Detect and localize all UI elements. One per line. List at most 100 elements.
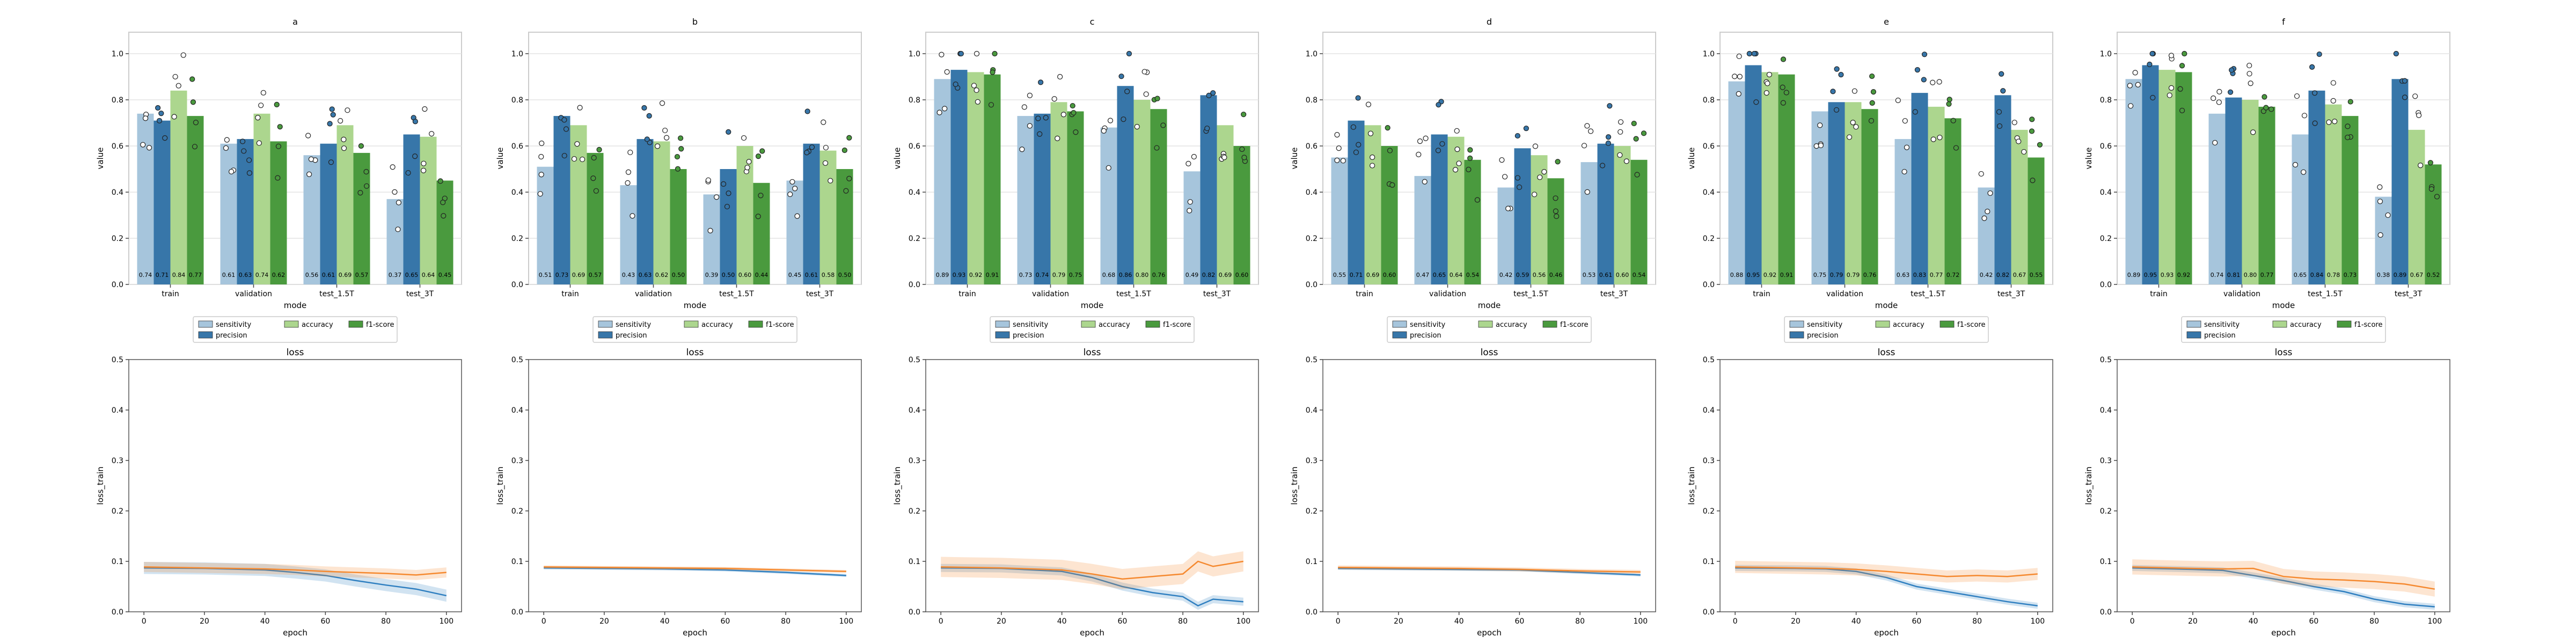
y-tick-label: 0.8 (2100, 96, 2112, 105)
y-tick-label: 0.0 (112, 608, 123, 617)
data-point (2127, 83, 2133, 89)
data-point (2135, 82, 2141, 88)
data-point (1753, 99, 1759, 105)
panel-title: b (692, 17, 698, 27)
legend-swatch (2337, 320, 2352, 328)
data-point (988, 102, 994, 108)
data-point (1070, 103, 1075, 109)
legend-swatch (1940, 320, 1955, 328)
bar (353, 152, 370, 284)
data-point (1736, 53, 1742, 60)
bar-value-label: 0.61 (322, 272, 335, 279)
panel-title: loss (686, 347, 704, 358)
x-tick-label: 20 (1394, 617, 1403, 626)
bar-value-label: 0.39 (705, 272, 719, 279)
y-tick-label: 0.8 (1306, 96, 1318, 105)
bar (2308, 90, 2325, 285)
data-point (2212, 140, 2218, 146)
y-tick-label: 0.4 (1703, 406, 1715, 415)
x-tick-label: 60 (1117, 617, 1127, 626)
y-tick-label: 0.2 (1306, 507, 1318, 516)
panel-title: a (292, 17, 298, 27)
x-axis-label: epoch (683, 628, 707, 638)
bar-value-label: 0.50 (672, 272, 685, 279)
data-point (953, 81, 958, 87)
bar-value-label: 0.38 (2377, 272, 2390, 279)
bar-value-label: 0.74 (255, 272, 269, 279)
x-axis-label: epoch (283, 628, 308, 638)
y-axis-label: loss_train (96, 466, 106, 504)
bar-value-label: 0.64 (1450, 272, 1463, 279)
bar (2158, 70, 2176, 284)
y-tick-label: 0.2 (511, 507, 523, 516)
x-axis-label: mode (2272, 301, 2295, 310)
bar-value-label: 0.56 (305, 272, 319, 279)
data-point (328, 159, 334, 165)
data-point (789, 179, 795, 185)
bar (1845, 102, 1862, 285)
bar (2142, 65, 2159, 284)
y-tick-label: 0.2 (511, 235, 523, 243)
bar-value-label: 0.79 (1052, 272, 1066, 279)
data-point (172, 74, 178, 80)
data-point (1921, 77, 1927, 83)
bar-value-label: 0.77 (2260, 272, 2274, 279)
bar (187, 116, 204, 284)
bar (636, 139, 654, 284)
data-point (1623, 158, 1629, 164)
bar-value-label: 0.42 (1499, 272, 1513, 279)
data-point (421, 160, 427, 166)
data-point (1953, 145, 1959, 151)
data-point (1160, 122, 1166, 128)
confidence-band (941, 564, 1243, 610)
bar-value-label: 0.82 (1202, 272, 1216, 279)
panel-title: f (2282, 17, 2285, 27)
x-tick-label: 20 (1791, 617, 1801, 626)
bar-panel-c: 0.0 0.2 0.4 0.6 0.8 1.0 c value mode train 0.89 0.9… (892, 17, 1259, 343)
bar (2408, 129, 2425, 284)
y-tick-label: 0.2 (1703, 235, 1715, 243)
legend-label: f1-score (1957, 321, 1985, 329)
data-point (146, 145, 152, 151)
x-tick-label: train (958, 290, 976, 298)
x-tick-label: 0 (1336, 617, 1341, 626)
bar-value-label: 0.93 (2161, 272, 2174, 279)
data-point (2377, 232, 2383, 238)
data-point (1780, 84, 1785, 90)
y-tick-label: 0.1 (909, 558, 920, 566)
y-tick-label: 0.4 (511, 188, 523, 197)
axes-frame (528, 359, 862, 612)
data-point (721, 181, 727, 187)
data-point (1912, 109, 1918, 115)
bar-value-label: 0.73 (555, 272, 569, 279)
data-point (678, 146, 684, 152)
y-axis-label: loss_train (495, 466, 506, 504)
data-point (1870, 89, 1877, 95)
data-point (662, 127, 668, 134)
bar (1348, 120, 1365, 284)
data-point (2330, 80, 2336, 86)
data-point (1154, 96, 1160, 101)
data-point (2377, 184, 2383, 190)
x-tick-label: 0 (1733, 617, 1738, 626)
y-axis-label: loss_train (1687, 466, 1697, 504)
loss-line (144, 567, 447, 597)
y-tick-label: 1.0 (1306, 50, 1318, 58)
loss-line (941, 567, 1243, 607)
x-tick-label: 80 (781, 617, 791, 626)
bar (237, 139, 254, 284)
data-point (1851, 88, 1857, 94)
legend-swatch (748, 320, 763, 328)
x-tick-label: 20 (997, 617, 1006, 626)
data-point (1554, 213, 1560, 219)
data-point (794, 213, 800, 219)
x-tick-label: test_1.5T (1513, 290, 1548, 298)
bar-value-label: 0.56 (1533, 272, 1546, 279)
data-point (675, 166, 681, 172)
axes-frame (128, 359, 462, 612)
bar-value-label: 0.60 (1383, 272, 1396, 279)
x-axis-label: mode (284, 301, 307, 310)
loss-line (544, 566, 846, 573)
legend-label: sensitivity (1013, 321, 1049, 329)
